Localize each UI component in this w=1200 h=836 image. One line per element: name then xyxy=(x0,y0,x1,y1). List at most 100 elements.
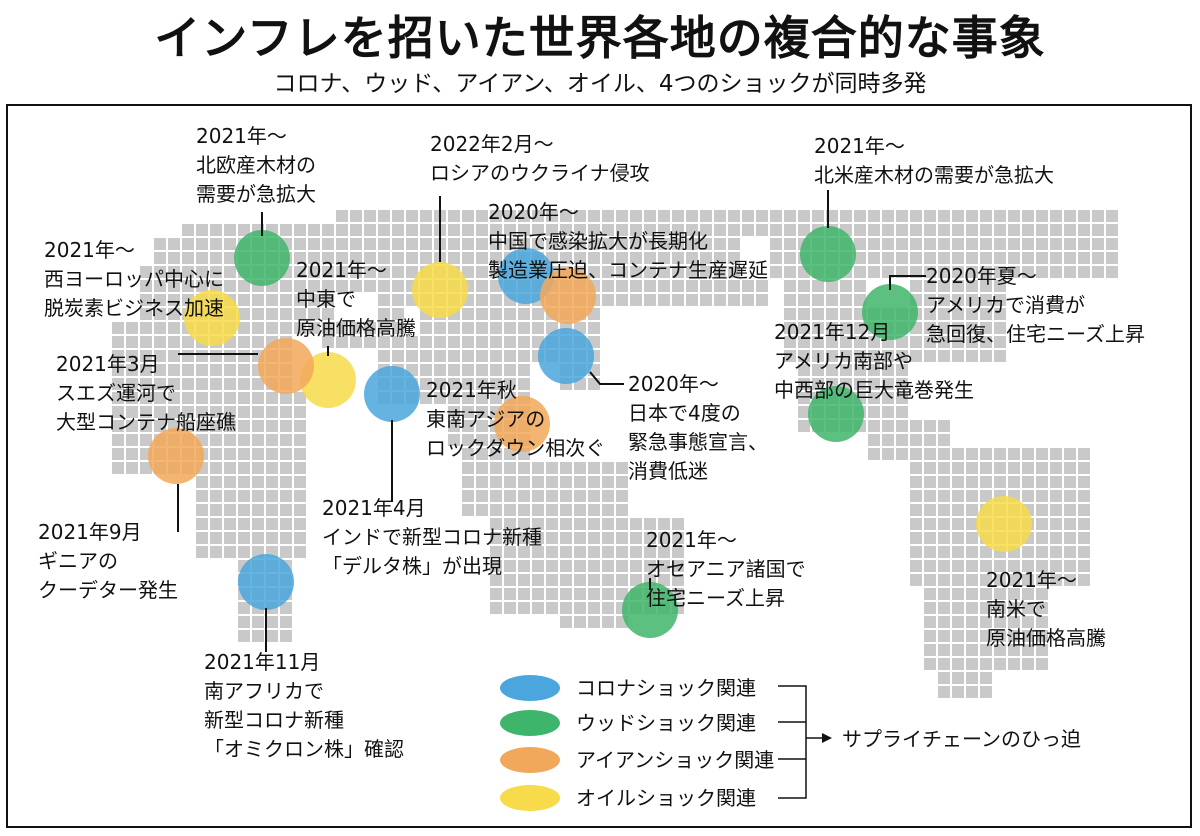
land-cell xyxy=(294,322,306,334)
label-line: 2021年12月 xyxy=(774,320,891,344)
land-cell xyxy=(504,378,516,390)
label-line: 「デルタ株」が出現 xyxy=(322,554,502,578)
land-cell xyxy=(952,350,964,362)
land-cell xyxy=(1078,252,1090,264)
land-cell xyxy=(952,504,964,516)
land-cell xyxy=(1036,630,1048,642)
land-cell xyxy=(868,224,880,236)
land-cell xyxy=(686,252,698,264)
land-cell xyxy=(700,266,712,278)
land-cell xyxy=(966,280,978,292)
land-cell xyxy=(1050,490,1062,502)
land-cell xyxy=(1050,266,1062,278)
land-cell xyxy=(910,574,922,586)
land-cell xyxy=(546,210,558,222)
land-cell xyxy=(896,238,908,250)
land-cell xyxy=(1008,602,1020,614)
label-line: アメリカで消費が xyxy=(926,293,1085,317)
land-cell xyxy=(210,392,222,404)
land-cell xyxy=(490,392,502,404)
land-cell xyxy=(966,616,978,628)
land-cell xyxy=(1036,238,1048,250)
land-cell xyxy=(560,560,572,572)
land-cell xyxy=(602,294,614,306)
land-cell xyxy=(728,238,740,250)
land-cell xyxy=(1022,210,1034,222)
land-cell xyxy=(952,658,964,670)
land-cell xyxy=(812,308,824,320)
land-cell xyxy=(854,336,866,348)
land-cell xyxy=(532,224,544,236)
land-cell xyxy=(938,490,950,502)
land-cell xyxy=(518,490,530,502)
land-cell xyxy=(784,322,796,334)
land-cell xyxy=(364,266,376,278)
land-cell xyxy=(1106,224,1118,236)
land-cell xyxy=(350,224,362,236)
land-cell xyxy=(224,238,236,250)
land-cell xyxy=(952,574,964,586)
land-cell xyxy=(980,210,992,222)
land-cell xyxy=(630,518,642,530)
land-cell xyxy=(882,252,894,264)
land-cell xyxy=(966,672,978,684)
legend-swatch-corona xyxy=(500,675,560,701)
land-cell xyxy=(168,378,180,390)
land-cell xyxy=(602,462,614,474)
land-cell xyxy=(364,280,376,292)
land-cell xyxy=(630,574,642,586)
land-cell xyxy=(658,574,670,586)
land-cell xyxy=(532,308,544,320)
legend-swatch-wood xyxy=(500,710,560,736)
land-cell xyxy=(532,238,544,250)
land-cell xyxy=(336,280,348,292)
land-cell xyxy=(784,350,796,362)
marker-china-iron xyxy=(540,268,596,324)
land-cell xyxy=(938,658,950,670)
land-cell xyxy=(784,266,796,278)
land-cell xyxy=(476,490,488,502)
land-cell xyxy=(868,252,880,264)
land-cell xyxy=(154,238,166,250)
land-cell xyxy=(1008,616,1020,628)
land-cell xyxy=(588,546,600,558)
land-cell xyxy=(504,448,516,460)
land-cell xyxy=(1008,210,1020,222)
land-cell xyxy=(490,476,502,488)
land-cell xyxy=(924,518,936,530)
land-cell xyxy=(658,518,670,530)
land-cell xyxy=(966,602,978,614)
land-cell xyxy=(154,252,166,264)
land-cell xyxy=(784,280,796,292)
land-cell xyxy=(1036,266,1048,278)
land-cell xyxy=(896,448,908,460)
land-cell xyxy=(1008,448,1020,460)
land-cell xyxy=(210,280,222,292)
legend-label: コロナショック関連 xyxy=(576,676,756,700)
land-cell xyxy=(168,308,180,320)
land-cell xyxy=(322,294,334,306)
marker-us-tornado xyxy=(808,386,864,442)
land-cell xyxy=(966,546,978,558)
land-cell xyxy=(266,420,278,432)
land-cell xyxy=(952,490,964,502)
land-cell xyxy=(518,210,530,222)
land-cell xyxy=(168,294,180,306)
land-cell xyxy=(672,280,684,292)
land-cell xyxy=(574,490,586,502)
land-cell xyxy=(1036,560,1048,572)
label-line: 急回復、住宅ニーズ上昇 xyxy=(926,322,1145,346)
event-label-russia: 2022年2月～ ロシアのウクライナ侵攻 xyxy=(430,130,650,188)
land-cell xyxy=(280,630,292,642)
land-cell xyxy=(826,280,838,292)
land-cell xyxy=(378,238,390,250)
land-cell xyxy=(280,616,292,628)
land-cell xyxy=(266,630,278,642)
land-cell xyxy=(504,336,516,348)
legend-bracket xyxy=(778,685,832,799)
land-cell xyxy=(574,560,586,572)
land-cell xyxy=(392,238,404,250)
land-cell xyxy=(322,322,334,334)
land-cell xyxy=(1022,448,1034,460)
land-cell xyxy=(1064,238,1076,250)
